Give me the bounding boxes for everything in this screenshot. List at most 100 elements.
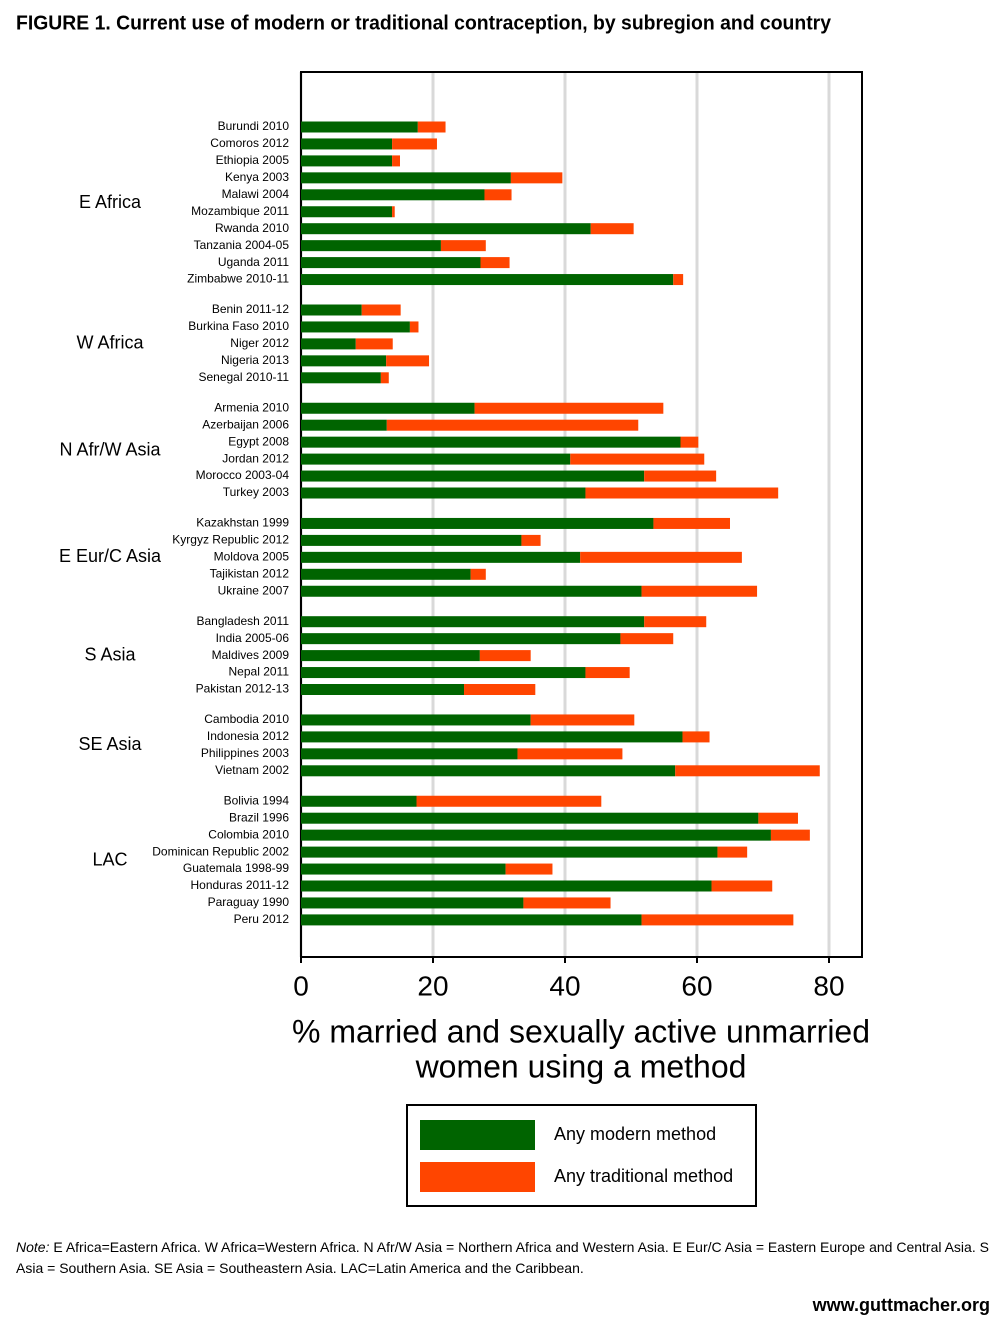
bar-segment — [301, 470, 645, 482]
bar-segment — [680, 436, 699, 448]
chart-title: FIGURE 1. Current use of modern or tradi… — [16, 12, 832, 34]
y-tick-label: Nepal 2011 — [229, 665, 290, 679]
bar-segment — [641, 585, 758, 597]
bar-segment — [301, 731, 683, 743]
bar-segment — [301, 304, 362, 316]
bar-segment — [644, 616, 707, 628]
bar-segment — [505, 863, 553, 875]
x-tick-label: 0 — [293, 970, 309, 1001]
y-tick-label: Indonesia 2012 — [207, 729, 289, 743]
note-label: Note: — [16, 1239, 50, 1255]
y-tick-label: Tajikistan 2012 — [210, 566, 290, 580]
source: www.guttmacher.org — [812, 1295, 990, 1315]
bar-segment — [409, 321, 419, 333]
bar-segment — [675, 765, 820, 777]
y-tick-label: Benin 2011-12 — [212, 302, 290, 316]
y-tick-label: Bolivia 1994 — [224, 793, 290, 807]
bar-segment — [361, 304, 401, 316]
bar-segment — [301, 897, 524, 909]
bar-segment — [301, 240, 441, 252]
bar-segment — [711, 880, 773, 892]
x-axis-label: women using a method — [415, 1048, 747, 1084]
y-tick-label: Dominican Republic 2002 — [152, 844, 289, 858]
bar-segment — [301, 436, 681, 448]
bar-segment — [682, 731, 710, 743]
y-tick-label: Mozambique 2011 — [191, 204, 289, 218]
bar-segment — [301, 223, 591, 235]
bar-segment — [301, 189, 485, 201]
y-tick-label: Uganda 2011 — [218, 255, 290, 269]
bar-segment — [440, 240, 486, 252]
y-tick-label: Tanzania 2004-05 — [194, 238, 290, 252]
bar-segment — [523, 897, 611, 909]
bar-segment — [301, 551, 581, 563]
group-label: W Africa — [76, 333, 144, 353]
legend-swatch — [420, 1162, 535, 1192]
bar-segment — [301, 138, 393, 150]
x-tick-label: 40 — [549, 970, 580, 1001]
y-tick-label: Rwanda 2010 — [215, 221, 289, 235]
y-tick-label: Nigeria 2013 — [221, 353, 289, 367]
y-tick-label: India 2005-06 — [216, 631, 290, 645]
bar-segment — [770, 829, 810, 841]
bar-segment — [301, 650, 480, 662]
y-tick-label: Paraguay 1990 — [208, 895, 290, 909]
bar-segment — [301, 795, 417, 807]
bar-segment — [590, 223, 634, 235]
plot-frame — [300, 71, 863, 958]
bar-segment — [301, 914, 642, 926]
bar-segment — [301, 585, 642, 597]
bar-segment — [301, 402, 475, 414]
bar-segment — [641, 914, 794, 926]
bar-segment — [417, 121, 446, 133]
bar-segment — [301, 534, 522, 546]
y-tick-label: Zimbabwe 2010-11 — [187, 272, 289, 286]
y-tick-label: Pakistan 2012-13 — [196, 682, 290, 696]
bar-segment — [392, 138, 437, 150]
legend-swatch — [420, 1120, 535, 1150]
bar-segment — [301, 748, 518, 760]
bar-segment — [521, 534, 541, 546]
bar-segment — [416, 795, 602, 807]
bar-segment — [301, 419, 387, 431]
bar-segment — [392, 155, 400, 167]
bar-segment — [301, 863, 506, 875]
y-tick-label: Peru 2012 — [234, 912, 290, 926]
bar-segment — [301, 121, 418, 133]
y-tick-label: Kenya 2003 — [225, 170, 289, 184]
bar-segment — [484, 189, 512, 201]
bar-segment — [480, 257, 510, 269]
bar-segment — [653, 517, 730, 529]
bar-segment — [386, 355, 430, 367]
bar-segment — [301, 880, 712, 892]
bar-segment — [386, 419, 639, 431]
note-text: E Africa=Eastern Africa. W Africa=Wester… — [16, 1239, 989, 1276]
group-label: E Africa — [79, 192, 142, 212]
bar-segment — [474, 402, 664, 414]
bar-segment — [717, 846, 748, 858]
y-tick-label: Honduras 2011-12 — [190, 878, 289, 892]
bar-segment — [301, 355, 387, 367]
bar-segment — [585, 667, 630, 679]
bar-segment — [301, 765, 676, 777]
bar-segment — [517, 748, 623, 760]
group-label: N Afr/W Asia — [59, 439, 161, 459]
y-tick-label: Burkina Faso 2010 — [188, 319, 289, 333]
legend-frame — [406, 1104, 757, 1207]
bar-segment — [301, 812, 759, 824]
bar-segment — [380, 372, 389, 384]
y-tick-label: Senegal 2010-11 — [198, 370, 289, 384]
x-axis-label: % married and sexually active unmarried — [292, 1013, 870, 1049]
bar-segment — [301, 321, 410, 333]
group-label: S Asia — [84, 644, 136, 664]
group-label: SE Asia — [78, 734, 142, 754]
y-tick-label: Colombia 2010 — [208, 827, 289, 841]
y-tick-label: Burundi 2010 — [218, 119, 290, 133]
bar-segment — [301, 517, 654, 529]
y-tick-label: Brazil 1996 — [229, 810, 289, 824]
bar-segment — [673, 274, 684, 286]
y-tick-label: Egypt 2008 — [228, 434, 289, 448]
bar-segment — [479, 650, 531, 662]
bar-segment — [301, 714, 531, 726]
